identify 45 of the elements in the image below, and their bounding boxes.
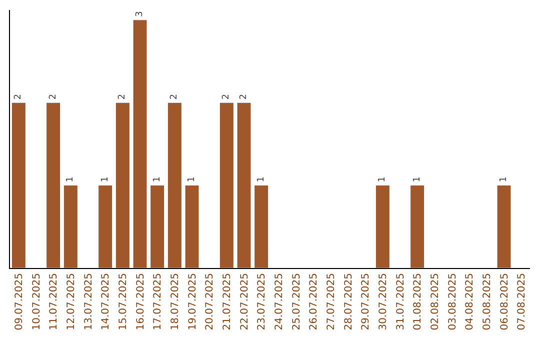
x-tick-label: 03.08.2025	[447, 273, 458, 330]
x-tick-label: 12.07.2025	[66, 273, 77, 330]
x-tick-label: 28.07.2025	[343, 273, 354, 330]
data-label: 2	[14, 94, 24, 100]
x-tick-label: 16.07.2025	[135, 273, 146, 330]
x-tick-label: 18.07.2025	[170, 273, 181, 330]
x-tick-label: 21.07.2025	[222, 273, 233, 330]
data-label: 1	[499, 176, 509, 182]
x-tick-label: 31.07.2025	[395, 273, 406, 330]
x-tick-label: 02.08.2025	[430, 273, 441, 330]
data-label: 2	[48, 94, 58, 100]
x-tick-label: 17.07.2025	[152, 273, 164, 330]
x-tick-label: 07.08.2025	[516, 273, 528, 330]
x-tick-label: 27.07.2025	[326, 273, 337, 330]
x-tick-label: 26.07.2025	[308, 273, 320, 330]
x-tick-label: 05.08.2025	[482, 273, 493, 330]
x-tick-label: 09.07.2025	[14, 273, 25, 330]
x-tick-label: 20.07.2025	[204, 273, 216, 330]
x-tick-label: 14.07.2025	[100, 273, 112, 330]
data-label: 1	[412, 176, 422, 182]
data-label: 2	[118, 94, 128, 100]
data-label: 2	[170, 94, 180, 100]
data-label: 2	[222, 94, 232, 100]
data-label: 1	[100, 176, 110, 182]
x-tick-label: 29.07.2025	[360, 273, 372, 330]
x-tick-label: 15.07.2025	[118, 273, 129, 330]
x-tick-label: 01.08.2025	[412, 273, 424, 330]
x-tick-label: 30.07.2025	[378, 273, 389, 330]
x-tick-label: 22.07.2025	[239, 273, 250, 330]
data-label: 1	[152, 176, 162, 182]
x-tick-label: 10.07.2025	[31, 273, 42, 330]
x-tick-label: 19.07.2025	[187, 273, 198, 330]
data-label: 1	[256, 176, 266, 182]
data-label: 1	[378, 176, 388, 182]
data-label: 3	[135, 11, 145, 17]
x-tick-label: 24.07.2025	[274, 273, 285, 330]
x-tick-label: 13.07.2025	[83, 273, 94, 330]
data-label: 1	[66, 176, 76, 182]
data-label: 2	[239, 94, 249, 100]
x-tick-label: 11.07.2025	[48, 273, 60, 330]
x-tick-label: 25.07.2025	[291, 273, 302, 330]
x-tick-label: 06.08.2025	[499, 273, 510, 330]
x-tick-label: 04.08.2025	[464, 273, 476, 330]
data-label: 1	[187, 176, 197, 182]
x-tick-label: 23.07.2025	[256, 273, 268, 330]
